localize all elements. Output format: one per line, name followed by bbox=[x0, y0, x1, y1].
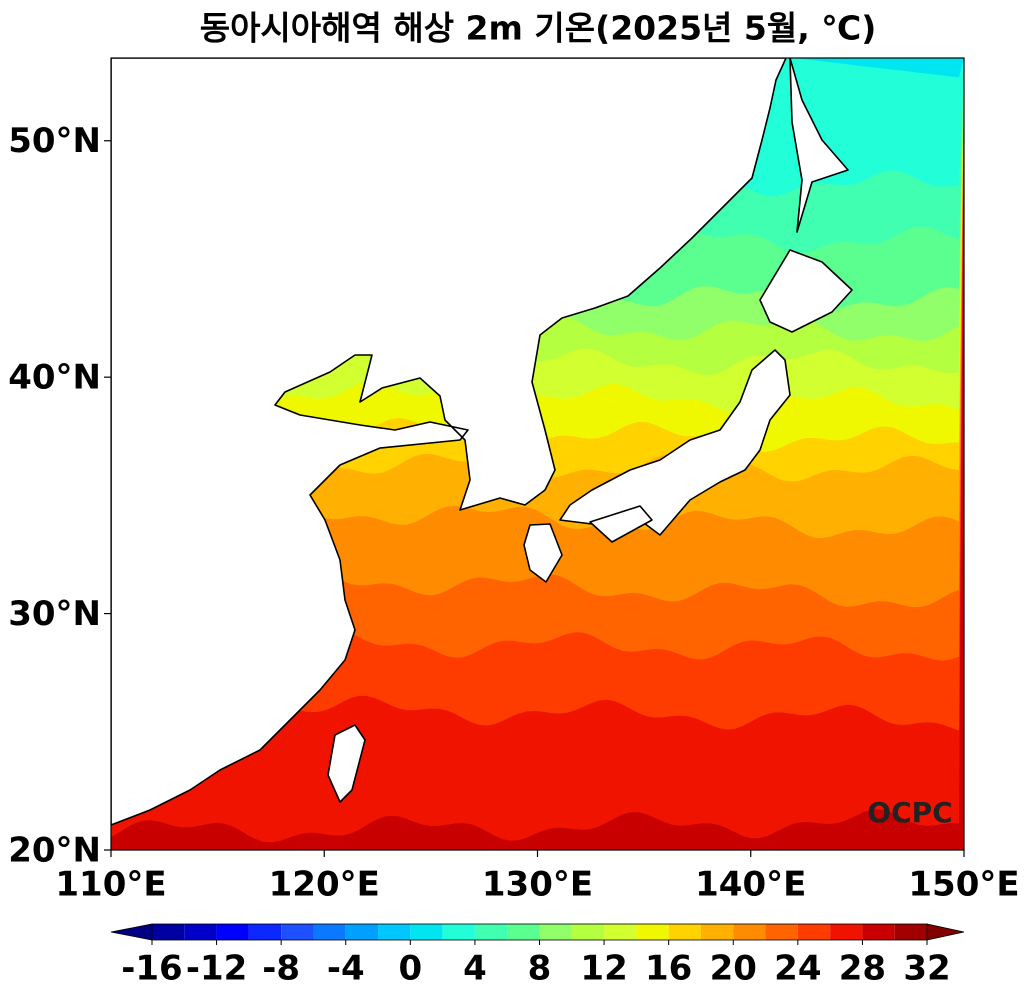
colorbar-segment bbox=[442, 924, 475, 940]
sakhalin bbox=[789, 58, 849, 233]
colorbar-segment bbox=[248, 924, 282, 940]
colorbar-tick-label: 20 bbox=[710, 949, 757, 989]
temperature-band bbox=[111, 58, 964, 78]
colorbar-segment bbox=[507, 924, 540, 940]
colorbar-tick-label: 24 bbox=[774, 949, 821, 989]
colorbar-segment bbox=[216, 924, 249, 940]
shikoku bbox=[589, 505, 653, 543]
x-tick-label: 150°E bbox=[908, 865, 1019, 905]
colorbar-tick-label: 16 bbox=[645, 949, 692, 989]
y-tick-label: 40°N bbox=[8, 358, 101, 398]
colorbar-segment bbox=[894, 924, 927, 940]
land bbox=[111, 58, 853, 826]
watermark: OCPC bbox=[867, 796, 952, 829]
x-tick-label: 140°E bbox=[695, 865, 806, 905]
colorbar-tick-label: -12 bbox=[186, 949, 247, 989]
taiwan bbox=[327, 724, 366, 803]
y-tick-label: 50°N bbox=[8, 121, 101, 161]
colorbar-under bbox=[110, 923, 153, 941]
colorbar-segment bbox=[604, 924, 637, 940]
colorbar-segment bbox=[281, 924, 314, 940]
colorbar-tick-label: 28 bbox=[839, 949, 886, 989]
x-tick-label: 110°E bbox=[55, 865, 166, 905]
colorbar-segment bbox=[152, 924, 185, 940]
y-tick-label: 20°N bbox=[8, 831, 101, 871]
kyushu bbox=[523, 523, 563, 583]
colorbar-segment bbox=[345, 924, 379, 940]
hokkaido bbox=[759, 249, 853, 333]
colorbar-segment bbox=[668, 924, 701, 940]
colorbar-tick-label: 8 bbox=[528, 949, 552, 989]
colorbar-segment bbox=[539, 924, 572, 940]
colorbar-segment bbox=[830, 924, 863, 940]
colorbar-tick-label: 0 bbox=[398, 949, 422, 989]
colorbar-over bbox=[926, 923, 965, 941]
colorbar-tick-label: -16 bbox=[121, 949, 182, 989]
colorbar-segment bbox=[571, 924, 605, 940]
colorbar-segment bbox=[636, 924, 669, 940]
colorbar-segment bbox=[700, 924, 734, 940]
x-tick-label: 120°E bbox=[269, 865, 380, 905]
colorbar-segment bbox=[378, 924, 411, 940]
colorbar-tick-label: 12 bbox=[580, 949, 627, 989]
chart-title: 동아시아해역 해상 2m 기온(2025년 5월, ℃) bbox=[200, 9, 877, 48]
colorbar-tick-label: -4 bbox=[327, 949, 365, 989]
colorbar-segment bbox=[184, 924, 217, 940]
colorbar-tick-label: 4 bbox=[463, 949, 487, 989]
honshu bbox=[559, 349, 791, 536]
colorbar-segment bbox=[410, 924, 443, 940]
colorbar-segment bbox=[797, 924, 831, 940]
colorbar-segment bbox=[765, 924, 798, 940]
colorbar-segment bbox=[313, 924, 346, 940]
colorbar-segment bbox=[862, 924, 895, 940]
colorbar-segment bbox=[733, 924, 766, 940]
x-tick-label: 130°E bbox=[482, 865, 593, 905]
colorbar-tick-label: -8 bbox=[262, 949, 300, 989]
colorbar-tick-label: 32 bbox=[903, 949, 950, 989]
mainland bbox=[111, 58, 787, 826]
y-tick-label: 30°N bbox=[8, 594, 101, 634]
colorbar-segment bbox=[474, 924, 508, 940]
